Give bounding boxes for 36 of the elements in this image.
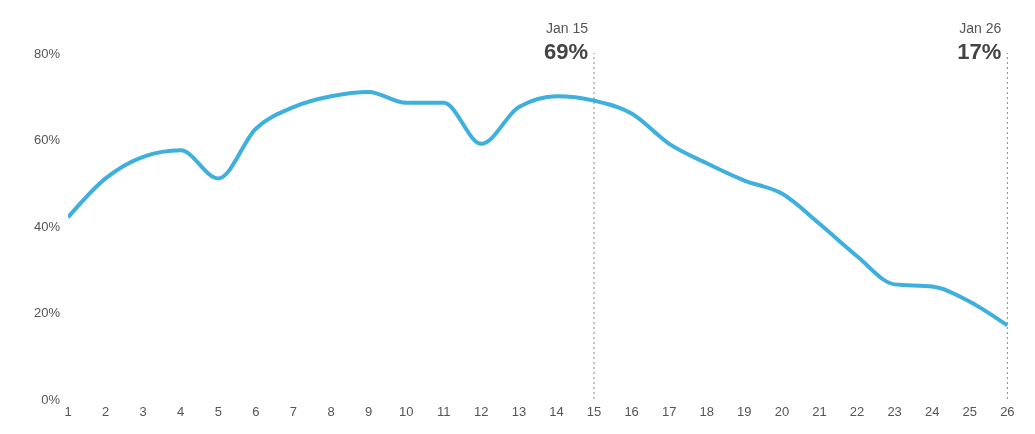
x-tick-label: 21 [812, 404, 827, 420]
x-tick-label: 2 [101, 404, 110, 420]
x-tick-label: 9 [364, 404, 373, 420]
annotation: 69% [544, 39, 589, 64]
x-tick-label: 26 [1000, 404, 1015, 420]
x-tick-label: 16 [624, 404, 639, 420]
y-tick-label: 60% [33, 132, 61, 148]
y-tick-label: 20% [33, 305, 61, 321]
line-series [68, 89, 1010, 328]
x-tick-label: 3 [139, 404, 147, 420]
x-tick-label: 8 [327, 404, 335, 420]
x-tick-label: 19 [737, 404, 752, 420]
annotation: 17% [957, 39, 1002, 64]
x-tick-label: 17 [661, 404, 677, 420]
ref-line-label: Jan 15 [546, 20, 589, 36]
x-tick-label: 18 [699, 404, 714, 420]
x-tick-label: 6 [252, 404, 260, 420]
x-tick-label: 24 [924, 404, 940, 420]
x-tick-label: 25 [962, 404, 978, 420]
x-tick-label: 5 [214, 404, 222, 420]
y-tick-label: 40% [33, 218, 61, 234]
y-tick-label: 0% [41, 391, 61, 407]
x-tick-label: 10 [398, 404, 414, 420]
ref-line-label: Jan 26 [959, 20, 1002, 36]
x-tick-label: 22 [849, 404, 865, 420]
x-tick-label: 7 [289, 404, 298, 420]
x-tick-label: 23 [887, 404, 902, 420]
x-tick-label: 12 [474, 404, 489, 420]
x-tick-label: 15 [586, 404, 602, 420]
x-tick-label: 14 [549, 404, 564, 420]
x-tick-label: 20 [774, 404, 790, 420]
x-tick-label: 1 [64, 404, 72, 420]
y-tick-label: 80% [33, 45, 61, 61]
x-tick-label: 11 [437, 404, 451, 420]
x-tick-label: 4 [177, 404, 185, 420]
x-tick-label: 13 [511, 404, 527, 420]
